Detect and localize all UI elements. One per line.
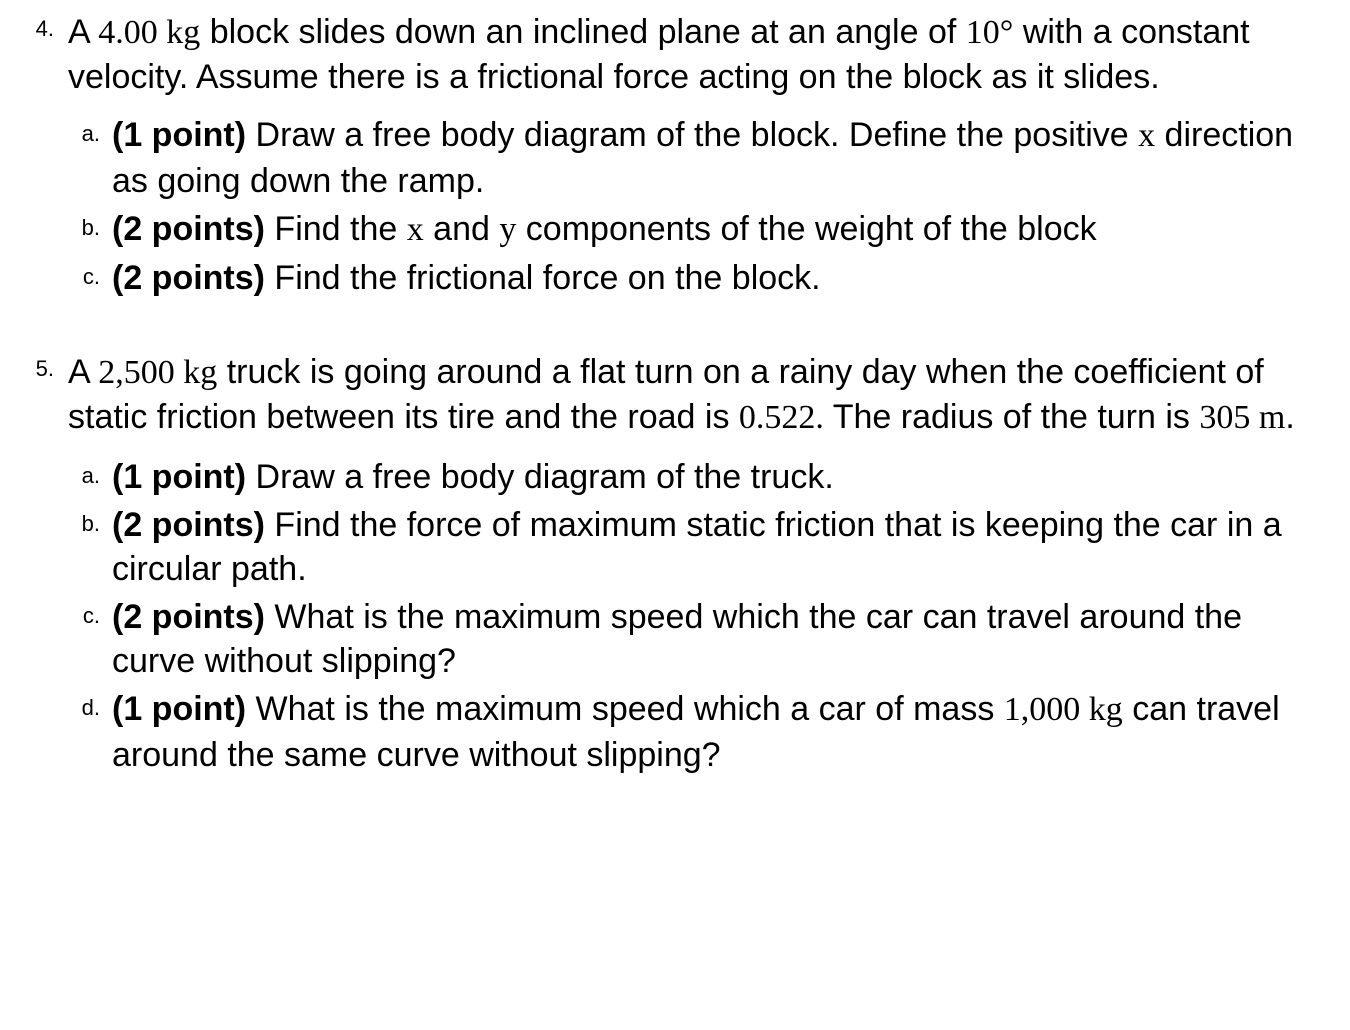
- problem-5-subpart-a-text: (1 point) Draw a free body diagram of th…: [112, 455, 1310, 499]
- problem-4-body: 4. A 4.00 kg block slides down an inclin…: [20, 10, 1310, 99]
- problem-4-subpart-c-text: (2 points) Find the frictional force on …: [112, 256, 1310, 300]
- problem-4-subpart-b: b. (2 points) Find the x and y component…: [68, 207, 1310, 252]
- problem-5-subpart-a: a. (1 point) Draw a free body diagram of…: [68, 455, 1310, 499]
- problem-4-number: 4.: [20, 10, 68, 42]
- problem-5-subpart-d-text: (1 point) What is the maximum speed whic…: [112, 687, 1310, 776]
- problem-4-subpart-a-letter: a.: [68, 113, 112, 147]
- problem-5-subpart-b-text: (2 points) Find the force of maximum sta…: [112, 503, 1310, 591]
- problem-4-subpart-c-letter: c.: [68, 256, 112, 290]
- problem-5-subpart-b: b. (2 points) Find the force of maximum …: [68, 503, 1310, 591]
- problem-5-subpart-c-text: (2 points) What is the maximum speed whi…: [112, 595, 1310, 683]
- problem-5-subpart-d-letter: d.: [68, 687, 112, 721]
- problem-4-subpart-a-text: (1 point) Draw a free body diagram of th…: [112, 113, 1310, 202]
- problem-5-subpart-d: d. (1 point) What is the maximum speed w…: [68, 687, 1310, 776]
- problem-5-subpart-c: c. (2 points) What is the maximum speed …: [68, 595, 1310, 683]
- problem-4-subpart-b-text: (2 points) Find the x and y components o…: [112, 207, 1310, 252]
- page: 4. A 4.00 kg block slides down an inclin…: [0, 0, 1350, 837]
- problem-4-subparts: a. (1 point) Draw a free body diagram of…: [20, 113, 1310, 300]
- problem-5-stem: A 2,500 kg truck is going around a flat …: [68, 350, 1310, 440]
- problem-4-stem: A 4.00 kg block slides down an inclined …: [68, 10, 1310, 99]
- problem-5-number: 5.: [20, 350, 68, 382]
- problem-4-subpart-c: c. (2 points) Find the frictional force …: [68, 256, 1310, 300]
- problem-4: 4. A 4.00 kg block slides down an inclin…: [20, 10, 1310, 300]
- problem-5: 5. A 2,500 kg truck is going around a fl…: [20, 350, 1310, 777]
- problem-5-subpart-a-letter: a.: [68, 455, 112, 489]
- problem-4-subpart-a: a. (1 point) Draw a free body diagram of…: [68, 113, 1310, 202]
- problem-5-body: 5. A 2,500 kg truck is going around a fl…: [20, 350, 1310, 440]
- problem-5-subpart-b-letter: b.: [68, 503, 112, 537]
- problem-4-subpart-b-letter: b.: [68, 207, 112, 241]
- problem-5-subparts: a. (1 point) Draw a free body diagram of…: [20, 455, 1310, 777]
- problem-5-subpart-c-letter: c.: [68, 595, 112, 629]
